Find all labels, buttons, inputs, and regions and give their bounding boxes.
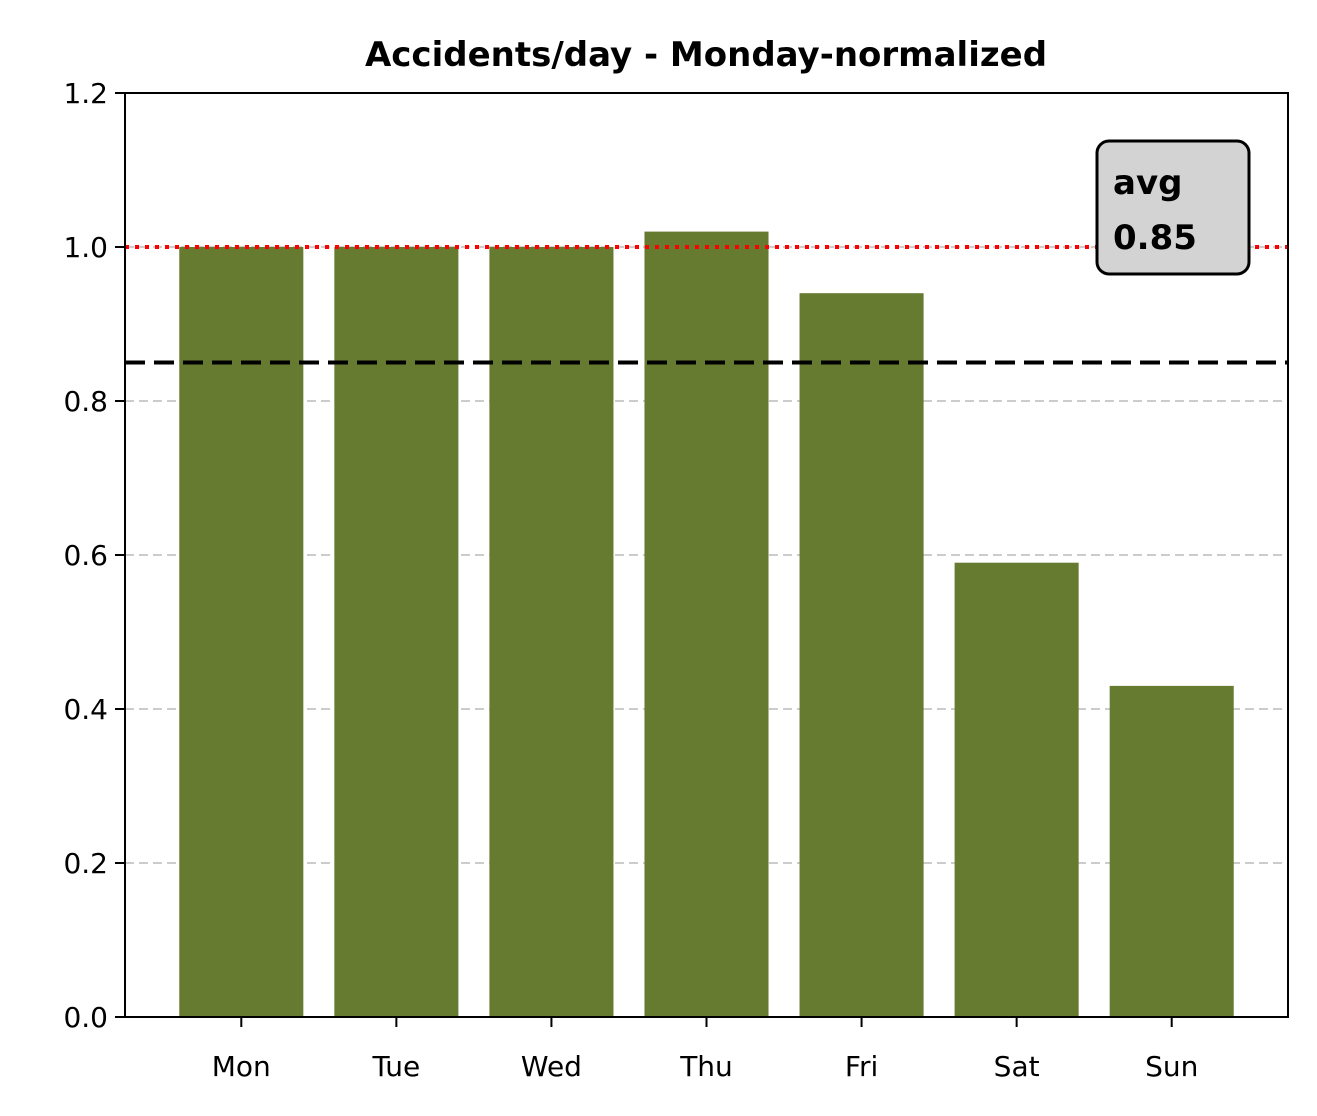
y-axis: 0.0 0.2 0.4 0.6 0.8 1.0 1.2 <box>63 77 125 1034</box>
y-tick-label-0.8: 0.8 <box>63 385 108 418</box>
y-tick-label-0.0: 0.0 <box>63 1001 108 1034</box>
y-tick-label-0.6: 0.6 <box>63 539 108 572</box>
x-tick-label-sun: Sun <box>1145 1050 1198 1083</box>
avg-annotation-box <box>1095 139 1251 276</box>
avg-annotation: avg 0.85 <box>1095 139 1251 276</box>
x-tick-label-fri: Fri <box>845 1050 878 1083</box>
y-tick-label-1.2: 1.2 <box>63 77 108 110</box>
bar-thu <box>644 231 769 1018</box>
bar-sun <box>1109 685 1234 1017</box>
y-tick-label-0.4: 0.4 <box>63 693 108 726</box>
x-axis: Mon Tue Wed Thu Fri Sat Sun <box>212 1017 1198 1083</box>
x-tick-label-mon: Mon <box>212 1050 271 1083</box>
bars <box>179 231 1234 1018</box>
bar-mon <box>179 247 304 1017</box>
bar-wed <box>489 247 614 1017</box>
x-tick-label-thu: Thu <box>679 1050 733 1083</box>
x-tick-label-sat: Sat <box>994 1050 1040 1083</box>
x-tick-label-tue: Tue <box>371 1050 420 1083</box>
bar-fri <box>799 293 924 1017</box>
chart-title: Accidents/day - Monday-normalized <box>365 35 1047 75</box>
y-tick-label-0.2: 0.2 <box>63 847 108 880</box>
avg-annotation-value: 0.85 <box>1113 218 1197 258</box>
y-tick-label-1.0: 1.0 <box>63 231 108 264</box>
avg-annotation-label: avg <box>1113 163 1182 203</box>
bar-tue <box>334 247 459 1017</box>
bar-sat <box>954 562 1079 1017</box>
x-tick-label-wed: Wed <box>521 1050 582 1083</box>
reference-lines <box>125 245 1288 365</box>
